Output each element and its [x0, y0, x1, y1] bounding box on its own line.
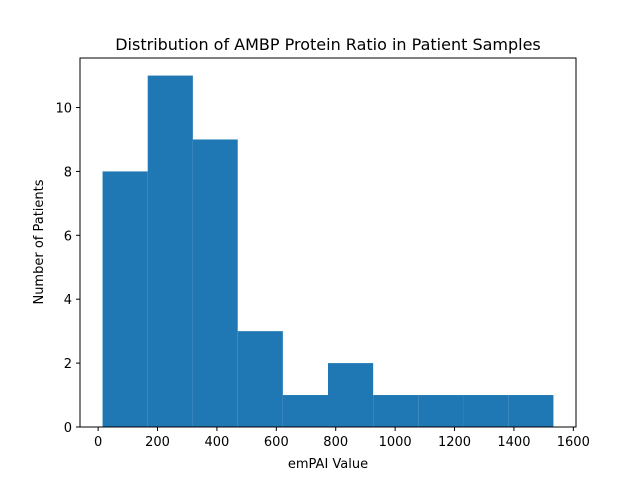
histogram-bar-7 — [418, 395, 464, 427]
x-tick-label-6: 1200 — [438, 435, 471, 450]
histogram-bar-3 — [237, 331, 283, 427]
histogram-bar-6 — [373, 395, 419, 427]
y-tick-label-3: 6 — [64, 229, 72, 244]
x-tick-label-8: 1600 — [557, 435, 590, 450]
chart-title: Distribution of AMBP Protein Ratio in Pa… — [115, 35, 541, 54]
histogram-bar-0 — [102, 171, 148, 427]
x-ticks-group: 0 200 400 600 800 1000 1200 1400 1600 — [94, 427, 590, 450]
x-tick-label-2: 400 — [205, 435, 230, 450]
x-tick-label-4: 800 — [323, 435, 348, 450]
x-tick-label-3: 600 — [264, 435, 289, 450]
histogram-bar-5 — [328, 363, 374, 427]
y-tick-label-2: 4 — [64, 293, 72, 308]
histogram-bar-4 — [282, 395, 328, 427]
x-tick-label-5: 1000 — [379, 435, 412, 450]
x-tick-label-1: 200 — [145, 435, 170, 450]
histogram-bar-2 — [192, 139, 238, 427]
y-axis-label: Number of Patients — [32, 179, 47, 304]
y-tick-label-1: 2 — [64, 357, 72, 372]
y-tick-label-4: 8 — [64, 165, 72, 180]
y-tick-label-5: 10 — [55, 102, 72, 117]
histogram-bar-8 — [463, 395, 509, 427]
y-tick-label-0: 0 — [64, 421, 72, 436]
histogram-bar-1 — [147, 75, 193, 428]
plot-frame — [79, 57, 577, 428]
bars-group — [102, 75, 554, 428]
x-tick-label-7: 1400 — [497, 435, 530, 450]
y-ticks-group: 0 2 4 6 8 10 — [55, 102, 80, 436]
x-tick-label-0: 0 — [94, 435, 102, 450]
x-axis-label: emPAI Value — [288, 457, 368, 472]
histogram-bar-9 — [508, 395, 554, 427]
